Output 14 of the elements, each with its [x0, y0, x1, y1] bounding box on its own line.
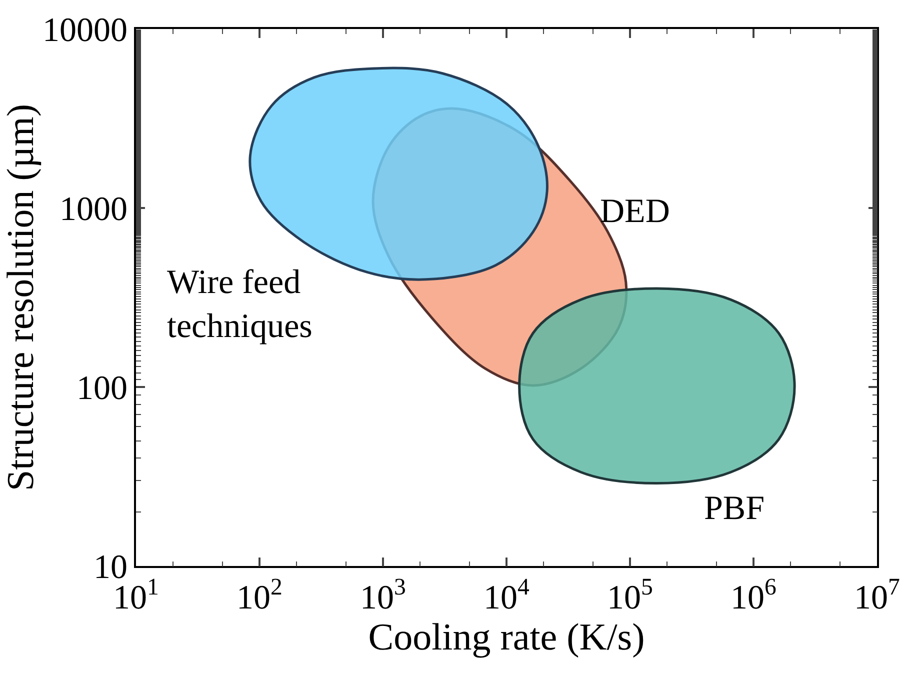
series-label: Wire feed techniques	[167, 264, 312, 346]
x-axis-title: Cooling rate (K/s)	[368, 616, 645, 659]
x-tick-label: 10$^{2}$	[236, 574, 282, 617]
series-label: PBF	[704, 490, 764, 527]
x-tick-label: 10$^{4}$	[484, 574, 530, 617]
series-label: DED	[600, 193, 670, 230]
y-axis-title: Structure resolution (µm)	[0, 104, 42, 492]
x-tick-label: 10$^{3}$	[360, 574, 406, 617]
x-tick-label: 10$^{6}$	[730, 574, 777, 617]
x-tick-label: 10$^{5}$	[607, 574, 653, 617]
y-tick-label: 1000	[59, 190, 128, 228]
x-tick-label: 10$^{7}$	[854, 574, 900, 617]
y-tick-label: 100	[76, 370, 128, 407]
y-tick-label: 10000	[42, 12, 128, 49]
